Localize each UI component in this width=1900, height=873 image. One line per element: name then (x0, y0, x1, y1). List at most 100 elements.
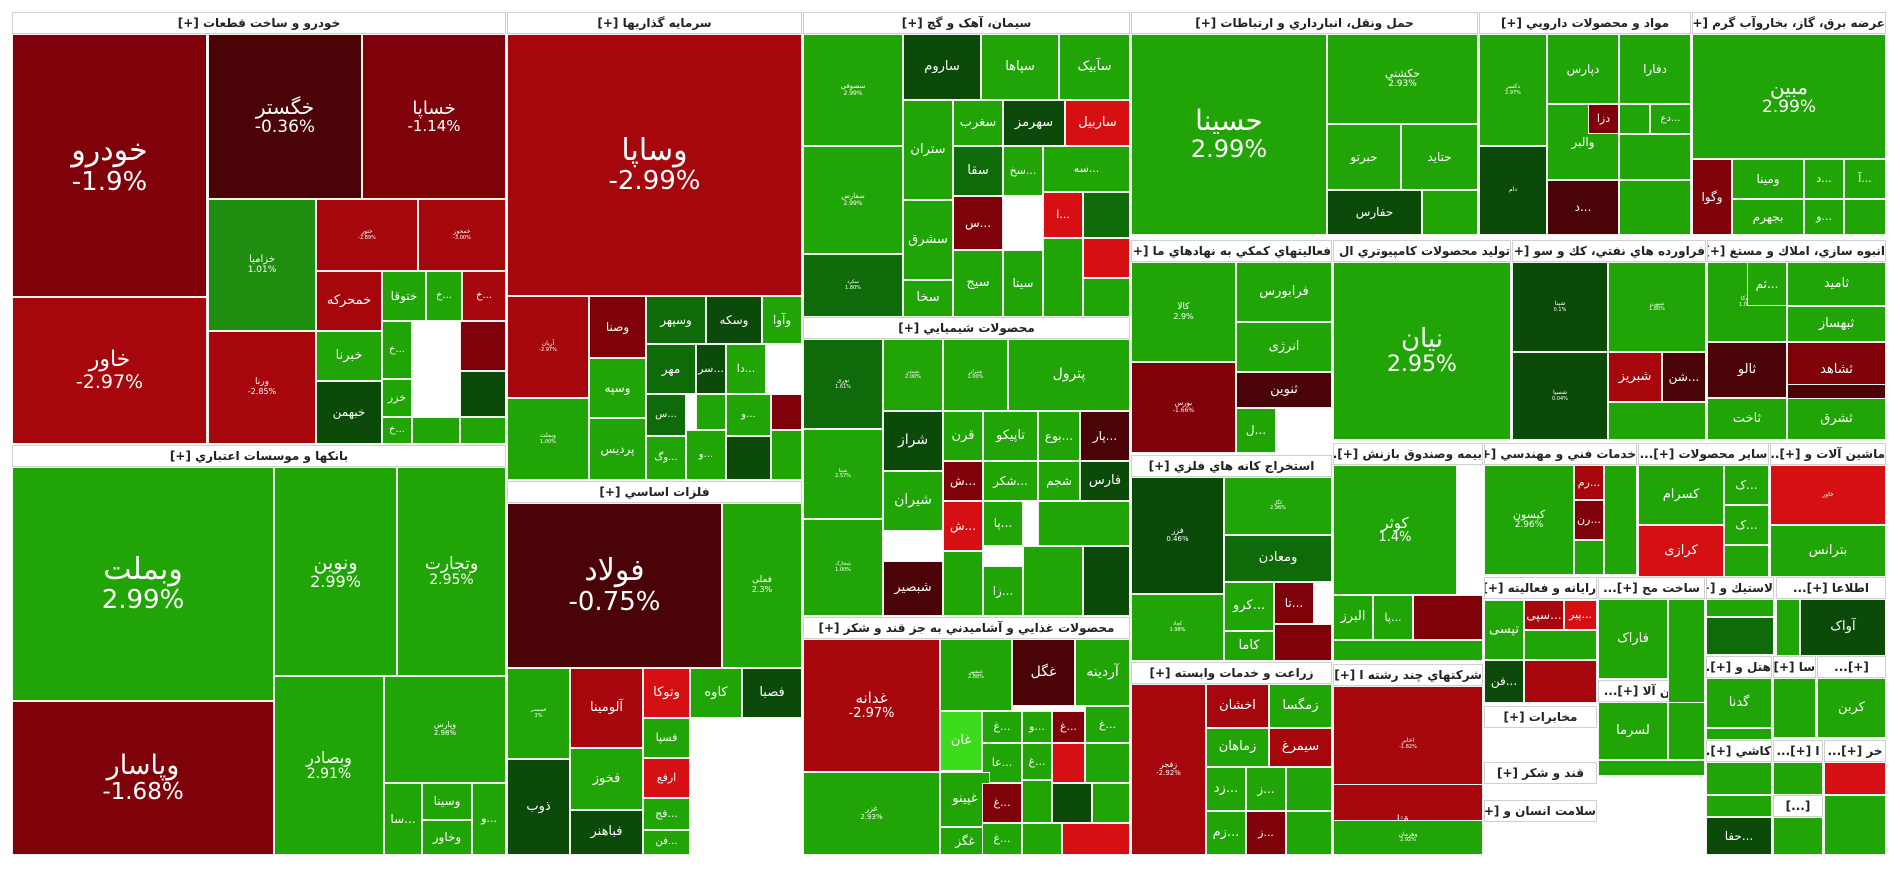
stock-tile[interactable]: تاپیکو (983, 411, 1038, 461)
stock-tile[interactable]: سه... (1043, 146, 1130, 192)
sector-title[interactable]: رايانه و فعاليته [+]... (1484, 577, 1597, 599)
stock-tile[interactable] (1773, 817, 1823, 855)
stock-tile[interactable] (1773, 678, 1816, 738)
stock-tile[interactable]: زم... (1206, 811, 1246, 855)
sector-title[interactable]: سا [+]... (1773, 656, 1816, 678)
stock-tile[interactable]: البرز (1333, 595, 1373, 640)
stock-tile[interactable]: شپنا 2.57% (803, 429, 883, 519)
stock-tile[interactable]: فزر 0.46% (1131, 477, 1224, 594)
sector-title[interactable]: سيمان، آهک و گچ [+] (803, 12, 1130, 34)
stock-tile[interactable]: شپنا 0.1% (1512, 262, 1608, 352)
stock-tile[interactable]: سآبیک (1059, 34, 1130, 100)
stock-tile[interactable]: غ... (1022, 743, 1052, 780)
sector-0[interactable]: خودرو و ساخت قطعات [+] (12, 12, 506, 444)
stock-tile[interactable] (1022, 780, 1052, 823)
sector-34[interactable]: خر [+]... (1824, 740, 1886, 790)
stock-tile[interactable]: حفارس (1327, 190, 1422, 235)
sector-4[interactable]: مواد و محصولات دارويي [+] (1479, 12, 1691, 235)
sector-title[interactable]: عرضه برق، گاز، بخاروآب گرم [+] (1692, 12, 1886, 34)
stock-tile[interactable] (1092, 783, 1130, 823)
stock-tile[interactable]: سیج (953, 250, 1003, 317)
stock-tile[interactable]: سیتا (1003, 250, 1043, 317)
stock-tile[interactable] (1083, 546, 1130, 616)
stock-tile[interactable] (1083, 238, 1130, 278)
stock-tile[interactable] (1524, 630, 1597, 660)
stock-tile[interactable]: پار... (1080, 411, 1130, 461)
stock-tile[interactable]: سفارس 2.99% (803, 146, 903, 254)
stock-tile[interactable]: دکسر 2.97% (1479, 34, 1547, 146)
stock-tile[interactable]: غ... (982, 711, 1022, 743)
stock-tile[interactable]: غ... (1052, 711, 1085, 743)
stock-tile[interactable]: خمحرکه (316, 271, 382, 331)
stock-tile[interactable]: ثشرق (1787, 398, 1886, 440)
stock-tile[interactable]: شخارک 1.00% (803, 519, 883, 616)
sector-title[interactable]: اطلاعا [+]... (1776, 577, 1886, 599)
stock-tile[interactable]: وپارس 2.98% (384, 676, 506, 783)
sector-title[interactable]: هتل و [+]... (1706, 656, 1772, 678)
stock-tile[interactable] (1333, 640, 1483, 661)
stock-tile[interactable]: س... (953, 196, 1003, 250)
stock-tile[interactable]: ورنا -2.85% (208, 331, 316, 444)
stock-tile[interactable]: زماهان (1206, 728, 1269, 767)
stock-tile[interactable]: غان (940, 711, 982, 771)
sector-31[interactable]: سلامت انسان و [+]... (1484, 800, 1597, 855)
stock-tile[interactable] (726, 436, 771, 480)
stock-tile[interactable] (1286, 767, 1332, 811)
stock-tile[interactable]: وتجارت 2.95% (397, 467, 506, 676)
stock-tile[interactable] (1274, 624, 1332, 661)
stock-tile[interactable]: نوری 1.61% (803, 339, 883, 429)
stock-tile[interactable]: فن... (643, 830, 690, 855)
stock-tile[interactable]: حكشتي 2.93% (1327, 34, 1478, 124)
stock-tile[interactable] (1038, 501, 1130, 546)
stock-tile[interactable] (1824, 762, 1886, 795)
stock-tile[interactable]: خ... (426, 271, 462, 321)
stock-tile[interactable] (1608, 402, 1706, 440)
stock-tile[interactable]: ثم... (1747, 262, 1787, 306)
stock-tile[interactable]: خساپا -1.14% (362, 34, 506, 199)
sector-26[interactable]: هتل و [+]... (1706, 656, 1772, 746)
stock-tile[interactable]: کرو... (1224, 582, 1274, 631)
stock-tile[interactable] (943, 551, 983, 616)
stock-tile[interactable]: خبهمن (316, 381, 382, 444)
stock-tile[interactable]: غگز (940, 827, 990, 855)
sector-8[interactable]: محصولات شيميايي [+] (803, 317, 1130, 616)
sector-title[interactable]: بيمه وصندوق بازنش [+]... (1333, 443, 1483, 465)
stock-tile[interactable]: و... (726, 394, 771, 436)
stock-tile[interactable] (1776, 599, 1800, 656)
stock-tile[interactable]: تا... (1274, 582, 1314, 624)
sector-24[interactable]: اطلاعا [+]... (1776, 577, 1886, 657)
stock-tile[interactable]: ثاخت (1707, 398, 1787, 440)
sector-9[interactable]: محصولات غذايي و آشاميدني به جز قند و شكر… (803, 617, 1130, 855)
sector-2[interactable]: سيمان، آهک و گچ [+] (803, 12, 1130, 317)
stock-tile[interactable]: وصنا (589, 296, 646, 358)
stock-tile[interactable]: بجهرم (1732, 199, 1804, 235)
stock-tile[interactable]: ختور -2.89% (316, 199, 418, 271)
stock-tile[interactable]: سپاها (981, 34, 1059, 100)
stock-tile[interactable]: ستران (903, 100, 953, 200)
stock-tile[interactable] (1706, 599, 1774, 617)
stock-tile[interactable]: کیسون 2.96% (1484, 465, 1574, 575)
stock-tile[interactable]: سهرمز (1003, 100, 1065, 146)
stock-tile[interactable] (412, 417, 460, 444)
stock-tile[interactable]: گدنا (1706, 678, 1772, 728)
stock-tile[interactable] (1422, 190, 1478, 235)
sector-title[interactable]: محصولات غذايي و آشاميدني به جز قند و شكر… (803, 617, 1130, 639)
sector-title[interactable]: توليد محصولات كامپيوتري ال [+]... (1333, 240, 1511, 262)
stock-tile[interactable] (1604, 465, 1637, 575)
sector-5[interactable]: عرضه برق، گاز، بخاروآب گرم [+] (1692, 12, 1886, 235)
sector-15[interactable]: انبوه سازي، املاك و مستغ [+]... (1707, 240, 1886, 440)
stock-tile[interactable]: شبریز (1608, 352, 1662, 402)
stock-tile[interactable] (460, 321, 506, 371)
stock-tile[interactable]: خودرو -1.9% (12, 34, 207, 297)
stock-tile[interactable]: سصوفی 2.99% (803, 34, 903, 146)
sector-title[interactable]: زراعت و خدمات وابسته [+] (1131, 662, 1332, 684)
sector-title[interactable]: سرمايه گذاريها [+] (507, 12, 802, 34)
stock-tile[interactable]: ا... (1043, 192, 1083, 238)
sector-6[interactable]: بانكها و موسسات اعتباري [+] (12, 445, 506, 855)
stock-tile[interactable]: فن... (1484, 660, 1524, 703)
stock-tile[interactable]: شبندر 2.00% (883, 339, 943, 411)
stock-tile[interactable] (1668, 702, 1705, 760)
sector-30[interactable]: قند و شكر [+] (1484, 762, 1597, 855)
stock-tile[interactable]: سخا (903, 280, 953, 317)
stock-tile[interactable]: سا... (384, 783, 422, 855)
